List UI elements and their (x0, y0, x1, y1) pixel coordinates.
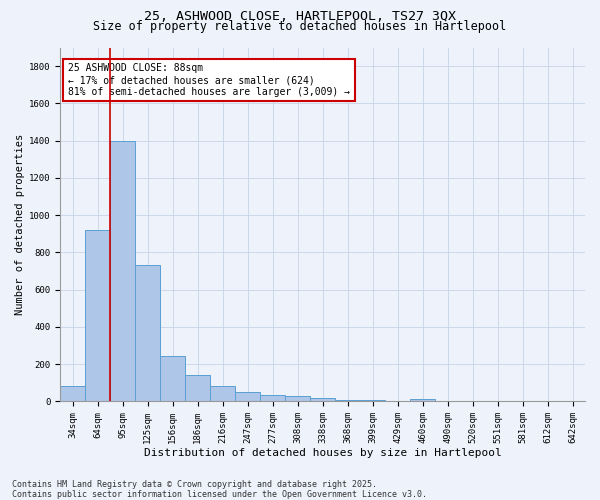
Bar (136, 266, 160, 402)
Text: 25 ASHWOOD CLOSE: 88sqm
← 17% of detached houses are smaller (624)
81% of semi-d: 25 ASHWOOD CLOSE: 88sqm ← 17% of detache… (68, 64, 350, 96)
Y-axis label: Number of detached properties: Number of detached properties (15, 134, 25, 315)
Bar (210, 386, 235, 402)
Bar (410, 400, 435, 402)
Bar (185, 376, 210, 402)
Bar (285, 396, 310, 402)
Bar (310, 398, 335, 402)
Text: Contains HM Land Registry data © Crown copyright and database right 2025.
Contai: Contains HM Land Registry data © Crown c… (12, 480, 427, 499)
Text: 25, ASHWOOD CLOSE, HARTLEPOOL, TS27 3QX: 25, ASHWOOD CLOSE, HARTLEPOOL, TS27 3QX (144, 10, 456, 23)
Bar (110, 140, 136, 402)
Bar (85, 230, 110, 402)
Text: Size of property relative to detached houses in Hartlepool: Size of property relative to detached ho… (94, 20, 506, 33)
Bar (61, 386, 85, 402)
Bar (160, 356, 185, 402)
Bar (235, 392, 260, 402)
Bar (360, 400, 385, 402)
Bar (335, 400, 360, 402)
Bar (260, 395, 285, 402)
X-axis label: Distribution of detached houses by size in Hartlepool: Distribution of detached houses by size … (144, 448, 502, 458)
